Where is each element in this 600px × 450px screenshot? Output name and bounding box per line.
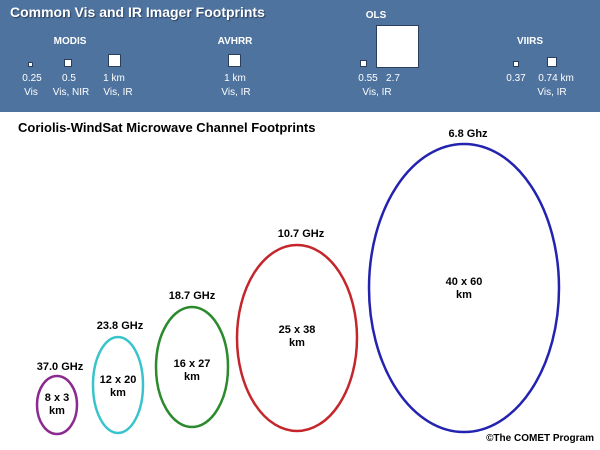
- dims-label-18-7ghz: 16 x 27 km: [174, 358, 211, 384]
- dims-value: 12 x 20: [99, 374, 137, 386]
- freq-label-23-8ghz: 23.8 GHz: [96, 320, 144, 332]
- dims-unit: km: [49, 405, 65, 417]
- freq-label-37ghz: 37.0 GHz: [36, 361, 84, 373]
- footprint-band-label: Vis, IR: [103, 87, 133, 98]
- footprint-band-label: Vis: [24, 87, 38, 98]
- footprint-modis-1km: [108, 54, 121, 67]
- dims-label-6-8ghz: 40 x 60 km: [446, 276, 483, 302]
- dims-label-23-8ghz: 12 x 20 km: [100, 374, 137, 400]
- footprint-viirs-0-74: [547, 57, 557, 67]
- footprint-size-label: 1 km: [103, 73, 125, 84]
- footprint-band-label: Vis, NIR: [52, 87, 90, 98]
- footprint-avhrr-1km: [228, 54, 241, 67]
- freq-label-10-7ghz: 10.7 GHz: [277, 228, 325, 240]
- footprint-modis-0-25: [28, 62, 33, 67]
- footprint-size-label: 0.55: [358, 73, 378, 84]
- dims-unit: km: [184, 371, 200, 383]
- ellipse-18-7ghz: [154, 305, 230, 429]
- footprint-size-label: 2.7: [386, 73, 400, 84]
- ellipse-10-7ghz: [235, 243, 359, 433]
- dims-value: 16 x 27: [173, 358, 211, 370]
- footprint-size-label: 0.37: [506, 73, 526, 84]
- group-label-ols: OLS: [365, 10, 387, 21]
- dims-value: 8 x 3: [44, 392, 70, 404]
- footprint-ols-0-55: [360, 60, 367, 67]
- dims-unit: km: [456, 289, 472, 301]
- freq-label-6-8ghz: 6.8 Ghz: [448, 128, 488, 140]
- ellipse-23-8ghz: [91, 335, 145, 435]
- dims-label-37ghz: 8 x 3 km: [45, 392, 69, 418]
- group-label-avhrr: AVHRR: [217, 36, 253, 47]
- copyright-credit: ©The COMET Program: [486, 433, 594, 444]
- footprint-ols-2-7: [376, 25, 419, 68]
- group-label-modis: MODIS: [53, 36, 87, 47]
- footprint-size-label: 0.74 km: [538, 73, 574, 84]
- dims-label-10-7ghz: 25 x 38 km: [279, 324, 316, 350]
- imager-title: Common Vis and IR Imager Footprints: [10, 4, 265, 20]
- footprint-viirs-0-37: [513, 61, 519, 67]
- dims-value: 40 x 60: [445, 276, 483, 288]
- footprint-modis-0-5: [64, 59, 72, 67]
- footprint-band-label: Vis, IR: [362, 87, 392, 98]
- ellipse-37ghz: [35, 374, 79, 436]
- group-label-viirs: VIIRS: [516, 36, 544, 47]
- footprint-band-label: Vis, IR: [221, 87, 251, 98]
- footprint-size-label: 0.5: [62, 73, 76, 84]
- microwave-title: Coriolis-WindSat Microwave Channel Footp…: [18, 120, 316, 135]
- ellipse-6-8ghz: [367, 142, 561, 434]
- dims-unit: km: [110, 387, 126, 399]
- footprint-size-label: 1 km: [224, 73, 246, 84]
- dims-value: 25 x 38: [278, 324, 316, 336]
- freq-label-18-7ghz: 18.7 GHz: [168, 290, 216, 302]
- imager-banner: Common Vis and IR Imager Footprints MODI…: [0, 0, 600, 112]
- dims-unit: km: [289, 337, 305, 349]
- footprint-band-label: Vis, IR: [537, 87, 567, 98]
- footprint-size-label: 0.25: [22, 73, 42, 84]
